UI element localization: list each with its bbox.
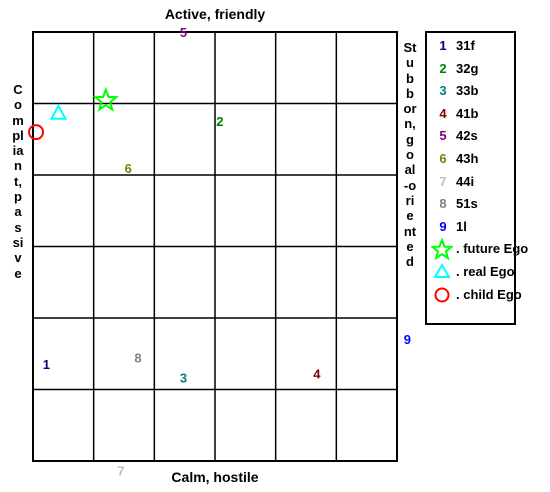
- legend-number: 5: [439, 128, 447, 144]
- legend-label: 1l: [456, 218, 467, 234]
- data-point-5: 5: [180, 25, 187, 40]
- legend-item: 8 51s: [427, 193, 514, 214]
- child-ego-circle-marker: [28, 124, 45, 141]
- data-point-9: 9: [404, 332, 411, 347]
- legend-number: 6: [439, 151, 447, 166]
- legend-number: 7: [439, 173, 447, 189]
- data-point-7: 7: [117, 464, 124, 479]
- legend-item: 6 43h: [427, 148, 514, 169]
- legend-label: 31f: [456, 38, 475, 53]
- legend-number: 3: [439, 83, 447, 99]
- data-point-2: 2: [216, 114, 223, 129]
- legend-label: 32g: [456, 60, 479, 76]
- legend-number: 9: [439, 218, 447, 234]
- legend-number: 4: [439, 105, 447, 121]
- data-point-6: 6: [125, 161, 132, 176]
- data-point-4: 4: [313, 366, 321, 381]
- legend-number: 8: [439, 196, 447, 212]
- legend-item: . real Ego: [427, 261, 515, 283]
- legend-item: 5 42s: [427, 125, 514, 146]
- axis-bottom-label: Calm, hostile: [171, 469, 259, 485]
- legend-label: 51s: [456, 196, 478, 212]
- legend-label: 41b: [456, 105, 479, 121]
- future-ego-star-marker: [92, 86, 120, 112]
- legend-label: . future Ego: [456, 241, 529, 257]
- legend-item: . child Ego: [427, 284, 522, 306]
- real-ego-triangle-marker: [49, 103, 68, 120]
- triangle-icon: [431, 261, 453, 283]
- circle-icon: [431, 284, 453, 306]
- legend-item: 3 33b: [427, 80, 514, 101]
- axis-right-label: Stubborn, goal-oriented: [403, 40, 417, 270]
- legend-item: 4 41b: [427, 103, 514, 124]
- legend-number: 1: [439, 38, 447, 53]
- legend-label: 44i: [456, 173, 475, 189]
- data-point-8: 8: [134, 351, 141, 366]
- axis-left-label: Compliant, passive: [12, 82, 24, 281]
- legend-item: . future Ego: [427, 237, 528, 261]
- legend-item: 2 32g: [427, 58, 514, 79]
- data-point-3: 3: [180, 371, 187, 386]
- legend-label: 33b: [456, 83, 479, 99]
- legend-label: 43h: [456, 151, 479, 166]
- legend-label: . child Ego: [456, 286, 522, 302]
- legend-label: . real Ego: [456, 264, 515, 279]
- legend-number: 2: [439, 60, 447, 76]
- legend-item: 7 44i: [427, 171, 514, 192]
- data-point-1: 1: [43, 357, 50, 372]
- legend-item: 9 1l: [427, 216, 514, 237]
- star-icon: [429, 237, 455, 261]
- axis-top-label: Active, friendly: [164, 6, 266, 22]
- legend-item: 1 31f: [427, 35, 514, 56]
- legend-label: 42s: [456, 128, 478, 144]
- legend: 1 31f 2 32g 3 33b 4 41b 5 42s 6 43h 7 44i 8 51s 9 1l . fut…: [425, 31, 528, 325]
